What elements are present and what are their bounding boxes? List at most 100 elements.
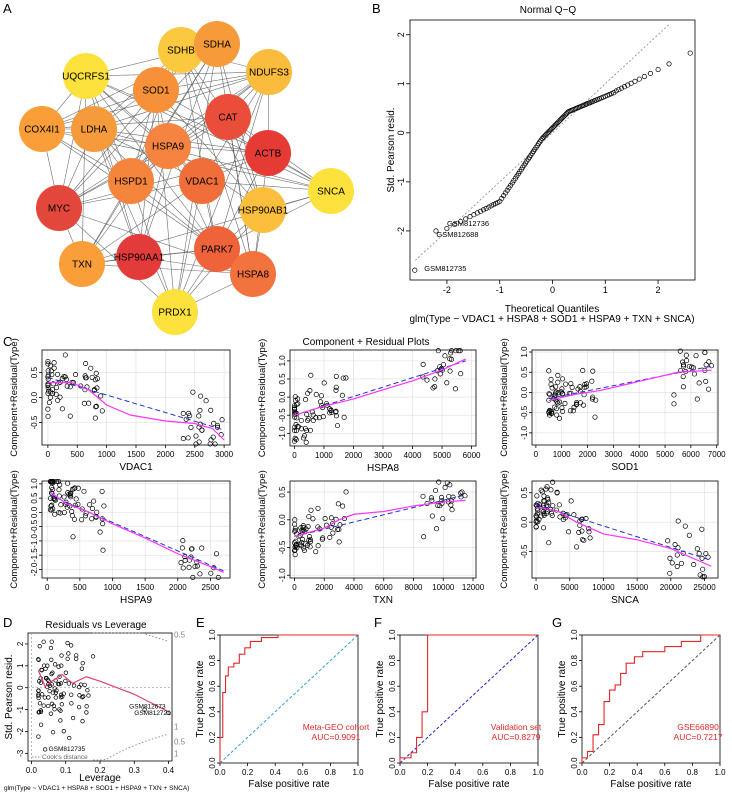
cr-smooth-fit <box>535 506 712 567</box>
cr-point <box>292 517 298 523</box>
component-residual-plots: Component + Residual Plots 0 500 1000 1500 2… <box>9 337 726 606</box>
cr-point <box>543 510 550 516</box>
network-edge <box>58 43 218 209</box>
rl-xtick-label: 0.3 <box>129 766 141 775</box>
cr-point <box>49 387 56 393</box>
rl-smooth-line <box>37 669 169 713</box>
cr-xtick-label: 0 <box>292 583 297 592</box>
qq-point <box>554 121 560 127</box>
cr-point <box>180 410 186 417</box>
cr-xtick-label: 1500 <box>136 583 154 592</box>
cr-point <box>442 484 448 491</box>
cr-xlabel: HSPA9 <box>120 595 152 606</box>
cr-point <box>89 505 96 512</box>
network-node-ndufs3 <box>246 49 292 95</box>
cr-ytick-label: 0.5 <box>278 373 287 385</box>
roc-xlabel: False positive rate <box>428 779 510 790</box>
rl-point <box>68 643 74 648</box>
qq-point <box>545 129 551 135</box>
cr-point <box>448 350 454 356</box>
cr-linear-fit <box>294 494 466 537</box>
cr-point <box>590 394 596 400</box>
cr-point <box>706 359 712 365</box>
cr-point <box>56 479 62 485</box>
cr-point <box>586 529 592 535</box>
cr-smooth-fit <box>47 381 225 441</box>
rl-point <box>49 657 54 662</box>
cr-point <box>553 406 559 412</box>
roc-ytick-label: 0.6 <box>388 680 397 692</box>
cr-point <box>341 414 347 420</box>
rl-point <box>39 668 44 673</box>
network-nodes: SDHB SDHA UQCRFS1 NDUFS3 SOD1 COX4I1 LDHA CAT HS… <box>19 21 354 335</box>
cr-point <box>541 498 547 504</box>
cr-point <box>186 564 192 570</box>
cr-point <box>562 400 568 406</box>
cr-ytick-label: -0.5 <box>30 519 39 533</box>
qq-ytick-label: -1 <box>396 178 406 186</box>
panel-label-f: F <box>374 615 382 630</box>
cr-point <box>79 517 85 523</box>
qq-xtick-label: -1 <box>496 285 504 295</box>
cr-point <box>334 527 340 533</box>
cr-point <box>208 437 214 443</box>
cr-point <box>219 417 225 423</box>
cr-point <box>45 381 51 387</box>
rl-caption: glm(Type ~ VDAC1 + HSPA8 + SOD1 + HSPA9 … <box>4 785 189 792</box>
cr-point <box>83 361 89 367</box>
cr-ytick-label: -1.0 <box>278 568 287 582</box>
cr-point <box>45 382 51 389</box>
cr-point <box>197 571 203 577</box>
rl-point <box>49 682 54 687</box>
rl-point <box>67 735 72 741</box>
cr-point <box>434 526 440 532</box>
cr-point <box>64 504 70 510</box>
network-node-label: SDHB <box>167 46 195 57</box>
network-node-prdx1 <box>152 289 198 335</box>
rl-annotation: GSM812673 <box>129 703 166 710</box>
qq-point <box>613 88 619 94</box>
cr-xtick-label: 12000 <box>462 583 485 592</box>
qq-annotation: GSM812735 <box>424 264 466 273</box>
cr-point <box>94 385 100 391</box>
cr-point <box>548 487 554 493</box>
rl-point <box>37 701 43 706</box>
rl-point <box>36 734 41 739</box>
rl-point <box>65 640 70 646</box>
cr-ylabel: Component+Residual(Type) <box>257 339 268 458</box>
cr-xtick-label: 0 <box>292 451 297 460</box>
rl-point <box>41 639 46 644</box>
network-edge <box>41 116 229 130</box>
rl-point <box>48 711 54 716</box>
cr-point <box>86 400 92 406</box>
network-node-label: TXN <box>72 260 92 271</box>
network-node-hsp90aa1 <box>116 234 162 280</box>
cr-point <box>51 360 57 366</box>
cr-ytick-label: 1.0 <box>520 346 529 358</box>
network-node-label: PARK7 <box>201 245 233 256</box>
rl-point <box>74 653 79 658</box>
cr-ytick-label: -1.0 <box>30 533 39 547</box>
roc-ylabel: True positive rate <box>195 660 206 737</box>
rl-point <box>63 678 68 684</box>
cr-ytick-label: -1.0 <box>278 426 287 440</box>
cr-point <box>459 489 465 495</box>
cr-ytick-label: 0.0 <box>278 391 287 403</box>
network-node-sdha <box>194 21 240 67</box>
roc-diagonal <box>581 634 721 764</box>
cr-xtick-label: 2000 <box>345 451 363 460</box>
cr-point <box>555 379 561 385</box>
rl-point <box>49 639 54 644</box>
cr-point <box>53 385 60 391</box>
cr-xtick-label: 0 <box>534 450 539 459</box>
rl-point <box>57 707 62 712</box>
cr-point <box>554 412 560 418</box>
cr-point <box>295 424 301 430</box>
cr-point <box>55 371 61 377</box>
cr-xtick-label: 500 <box>71 450 85 459</box>
network-node-sod1 <box>133 67 179 113</box>
cr-point <box>429 513 435 519</box>
cr-point <box>444 380 450 386</box>
cr-point <box>198 393 204 399</box>
cr-point <box>534 493 540 499</box>
